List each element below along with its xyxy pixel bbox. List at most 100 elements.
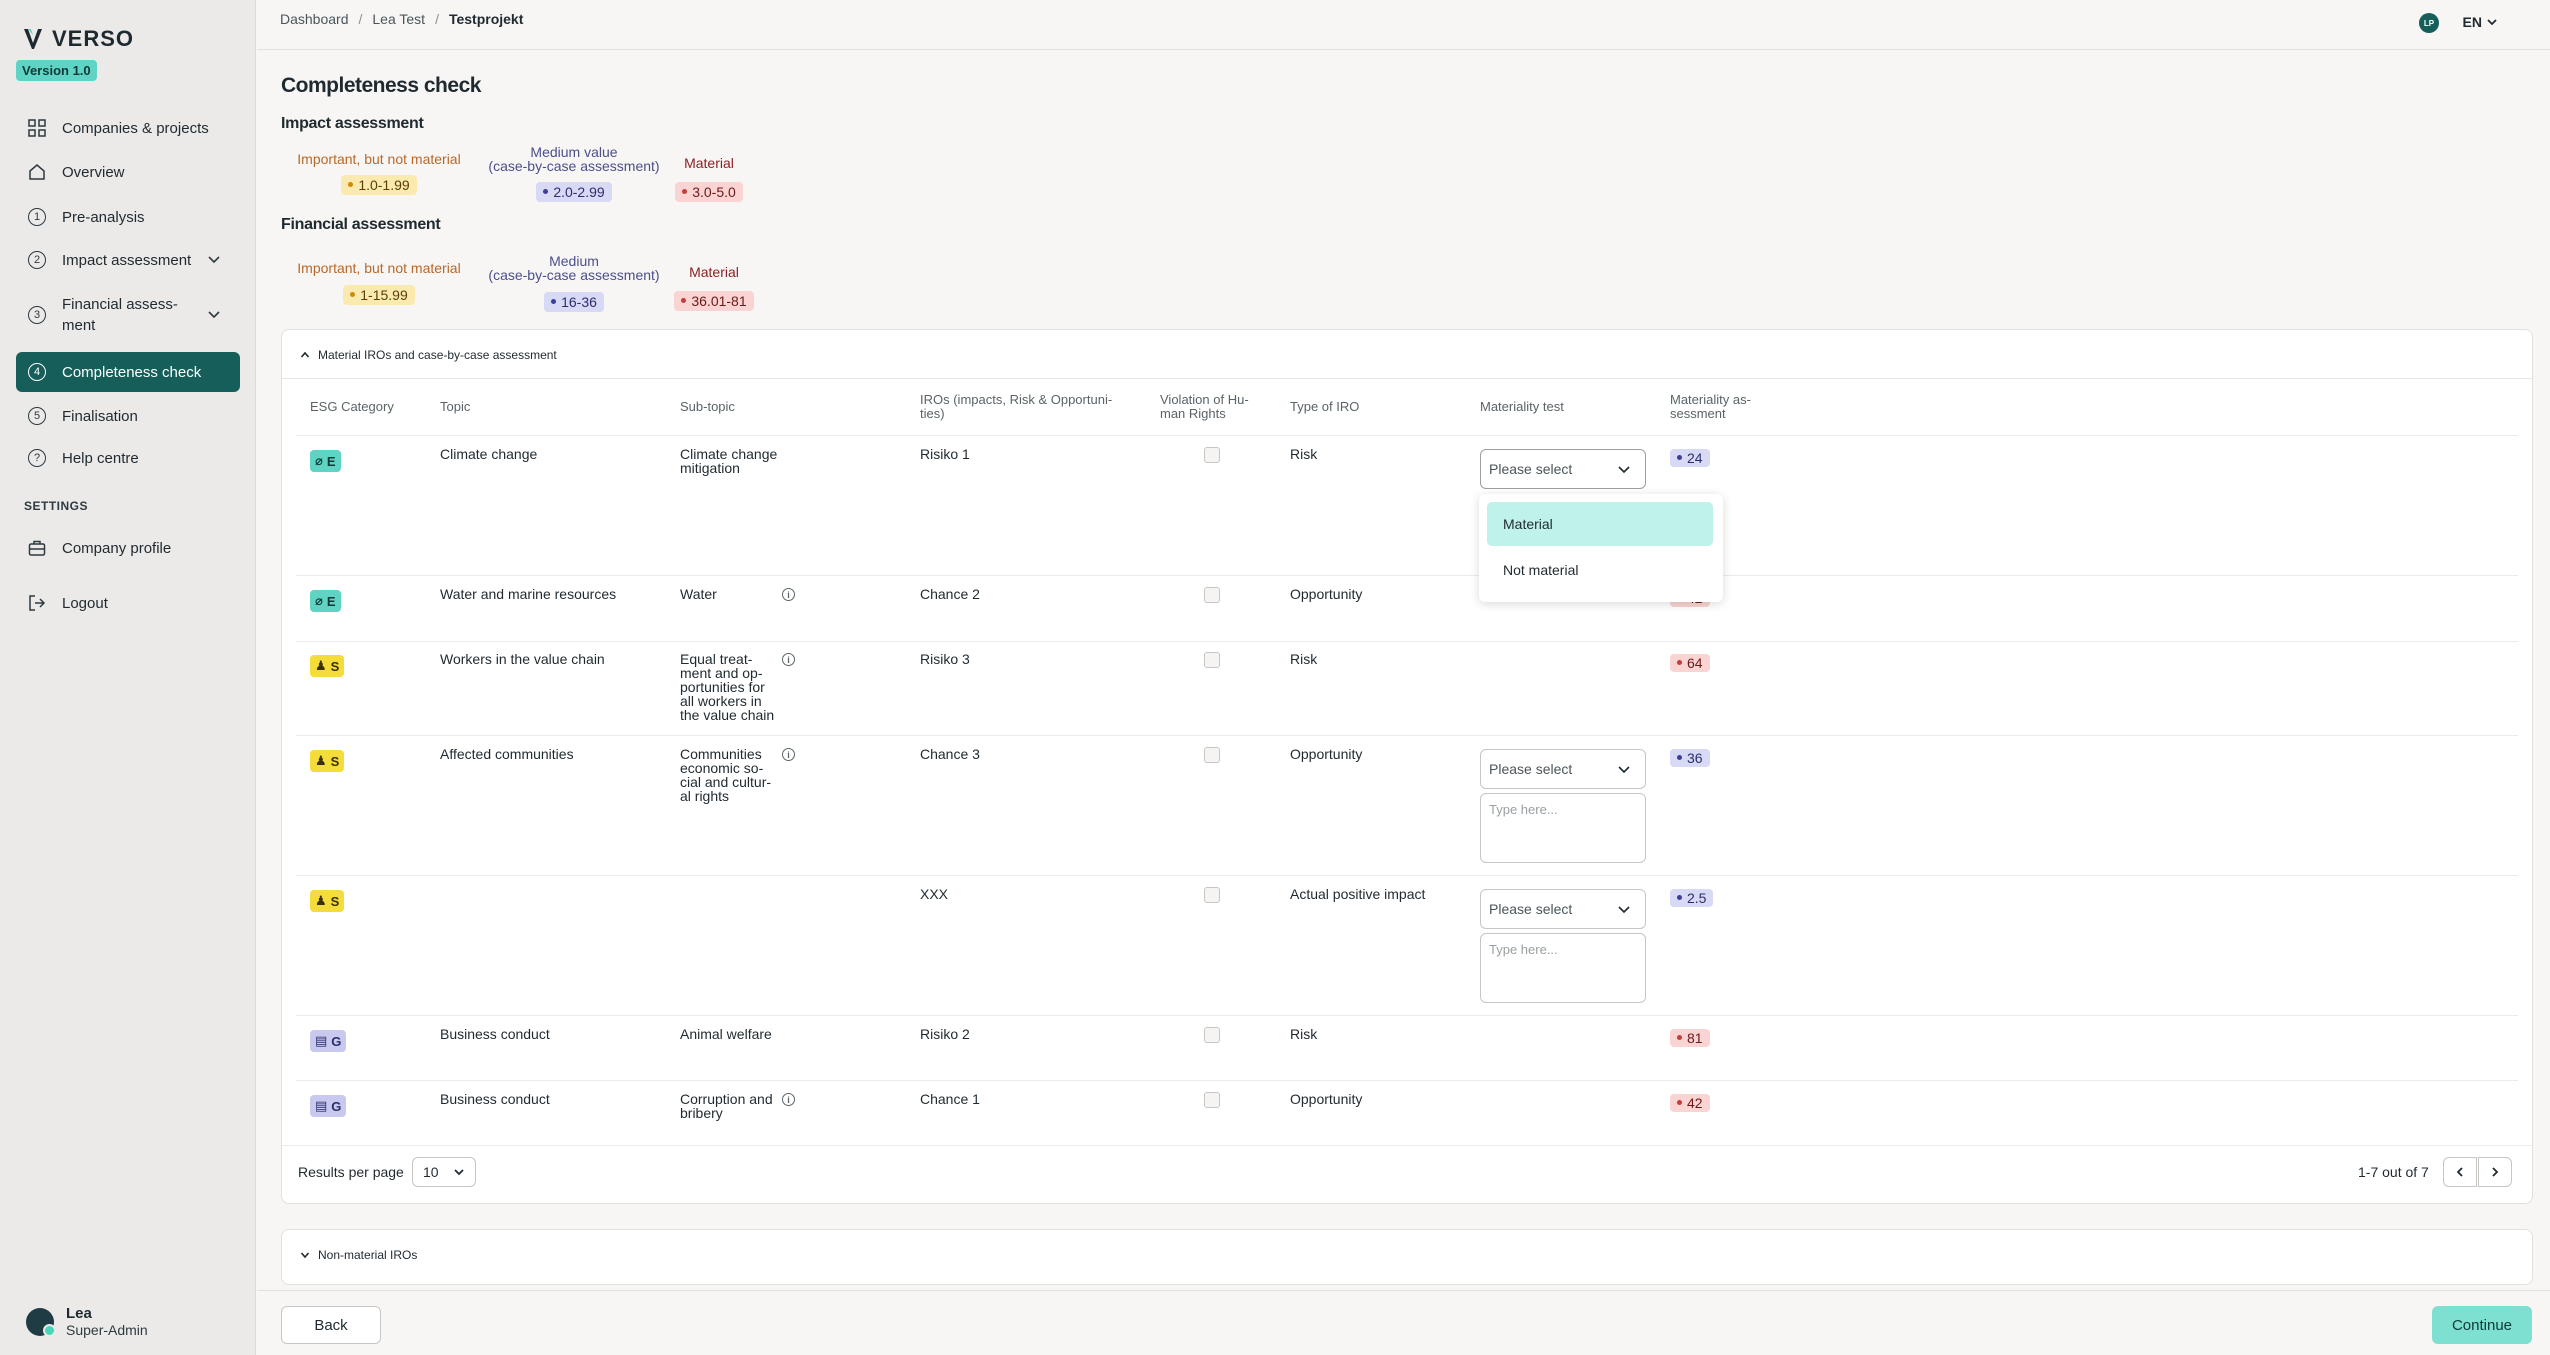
logo[interactable]: VERSO: [22, 26, 134, 52]
results-per-page-label: Results per page: [298, 1164, 404, 1180]
cell-topic: Water and marine resources: [440, 586, 617, 602]
legend-label: Medium: [549, 253, 599, 269]
violation-checkbox[interactable]: [1204, 747, 1220, 763]
cell-type: Opportunity: [1290, 586, 1363, 602]
panel-toggle[interactable]: Material IROs and case-by-case assessmen…: [300, 348, 557, 362]
chevron-down-icon[interactable]: [206, 306, 222, 322]
legend-label: Material: [684, 155, 734, 171]
sidebar-item-overview[interactable]: Overview: [16, 152, 240, 192]
impact-legend-important: Important, but not material 1.0-1.99: [290, 152, 468, 195]
info-icon[interactable]: i: [782, 1093, 795, 1106]
chevron-right-icon: [2492, 1167, 2499, 1177]
score-badge: 24: [1670, 448, 1710, 467]
help-icon: ?: [26, 447, 48, 469]
breadcrumb-current: Testprojekt: [448, 11, 524, 27]
range-badge: 2.0-2.99: [536, 181, 612, 202]
building-icon: ▤: [315, 1098, 328, 1113]
sidebar-item-completeness-check[interactable]: 4 Completeness check: [16, 352, 240, 392]
sidebar-item-company-profile[interactable]: Company profile: [16, 528, 240, 568]
results-per-page-select[interactable]: 10: [412, 1157, 476, 1187]
user-role: Super-Admin: [66, 1322, 148, 1338]
chevron-down-icon: [1618, 466, 1630, 474]
col-materiality-assessment: Materiality as-sessment: [1670, 392, 1751, 421]
score-badge: 36: [1670, 748, 1710, 767]
cell-type: Risk: [1290, 1026, 1318, 1042]
breadcrumb-separator: /: [358, 11, 363, 27]
sidebar-item-logout[interactable]: Logout: [16, 583, 240, 623]
score-badge: 64: [1670, 653, 1710, 672]
chevron-down-icon: [2487, 19, 2497, 26]
cell-iro: Risiko 3: [920, 651, 970, 667]
verso-logo-icon: [24, 29, 42, 49]
esg-badge: ▤ G: [310, 1095, 347, 1117]
violation-checkbox[interactable]: [1204, 587, 1220, 603]
sidebar-item-pre-analysis[interactable]: 1 Pre-analysis: [16, 197, 240, 237]
materiality-select[interactable]: Please select: [1480, 889, 1646, 929]
legend-label: Medium value: [530, 144, 618, 160]
chevron-down-icon[interactable]: [206, 251, 222, 267]
divider: [296, 641, 2518, 642]
continue-button[interactable]: Continue: [2432, 1306, 2532, 1344]
violation-checkbox[interactable]: [1204, 447, 1220, 463]
cell-subtopic: Climate change mitigation: [680, 446, 778, 476]
leaf-icon: ⌀: [315, 453, 323, 468]
panel-toggle[interactable]: Non-material IROs: [300, 1248, 417, 1262]
legend-label: (case-by-case assessment): [488, 267, 660, 283]
sidebar-item-label: Companies & projects: [62, 119, 209, 137]
legend-label: Important, but not material: [297, 260, 461, 276]
breadcrumb-dashboard[interactable]: Dashboard: [280, 11, 349, 27]
logout-icon: [26, 592, 48, 614]
option-material[interactable]: Material: [1487, 502, 1713, 546]
justification-textarea[interactable]: Type here...: [1480, 793, 1646, 863]
sidebar: VERSO Version 1.0 Companies & projects O…: [0, 0, 256, 1355]
cell-type: Risk: [1290, 651, 1318, 667]
sidebar-item-companies[interactable]: Companies & projects: [16, 108, 240, 148]
sidebar-item-finalisation[interactable]: 5 Finalisation: [16, 396, 240, 436]
breadcrumb-lea-test[interactable]: Lea Test: [372, 11, 426, 27]
esg-badge: ▤ G: [310, 1030, 347, 1052]
cell-subtopic: Corruption and bribery: [680, 1091, 773, 1121]
panel-title: Non-material IROs: [318, 1248, 418, 1262]
cell-subtopic: Animal welfare: [680, 1026, 772, 1042]
info-icon[interactable]: i: [782, 653, 795, 666]
sidebar-item-financial-assessment[interactable]: 3 Financial assess- ment: [16, 290, 240, 340]
esg-badge: ♟ S: [310, 750, 345, 772]
material-iros-panel: Material IROs and case-by-case assessmen…: [281, 329, 2533, 1204]
language-selector[interactable]: EN: [2463, 14, 2498, 30]
esg-badge: ♟ S: [310, 655, 345, 677]
cell-topic: Business conduct: [440, 1091, 550, 1107]
prev-page-button[interactable]: [2443, 1157, 2477, 1187]
cell-subtopic: Water: [680, 586, 717, 602]
col-materiality-test: Materiality test: [1480, 399, 1564, 414]
chevron-down-icon: [454, 1169, 464, 1176]
next-page-button[interactable]: [2478, 1157, 2512, 1187]
option-not-material[interactable]: Not material: [1503, 562, 1579, 578]
sidebar-item-help-centre[interactable]: ? Help centre: [16, 438, 240, 478]
user-profile[interactable]: Lea Super-Admin: [26, 1305, 148, 1338]
range-badge: 1-15.99: [343, 284, 415, 305]
cell-type: Risk: [1290, 446, 1318, 462]
justification-textarea[interactable]: Type here...: [1480, 933, 1646, 1003]
sidebar-item-impact-assessment[interactable]: 2 Impact assessment: [16, 240, 240, 280]
col-esg-category: ESG Category: [310, 399, 394, 414]
cell-iro: Risiko 1: [920, 446, 970, 462]
cell-type: Opportunity: [1290, 746, 1363, 762]
settings-heading: SETTINGS: [24, 499, 89, 513]
info-icon[interactable]: i: [782, 748, 795, 761]
step-1-icon: 1: [26, 206, 48, 228]
impact-legend-material: Material 3.0-5.0: [668, 156, 750, 202]
materiality-select[interactable]: Please select: [1480, 449, 1646, 489]
back-button[interactable]: Back: [281, 1306, 381, 1344]
cell-topic: Climate change: [440, 446, 538, 462]
violation-checkbox[interactable]: [1204, 1027, 1220, 1043]
materiality-select[interactable]: Please select: [1480, 749, 1646, 789]
violation-checkbox[interactable]: [1204, 887, 1220, 903]
user-avatar[interactable]: LP: [2419, 13, 2439, 33]
info-icon[interactable]: i: [782, 588, 795, 601]
legend-label: Important, but not material: [297, 151, 461, 167]
financial-assessment-heading: Financial assessment: [281, 216, 441, 233]
violation-checkbox[interactable]: [1204, 1092, 1220, 1108]
people-icon: ♟: [315, 753, 327, 768]
violation-checkbox[interactable]: [1204, 652, 1220, 668]
chevron-left-icon: [2456, 1167, 2463, 1177]
